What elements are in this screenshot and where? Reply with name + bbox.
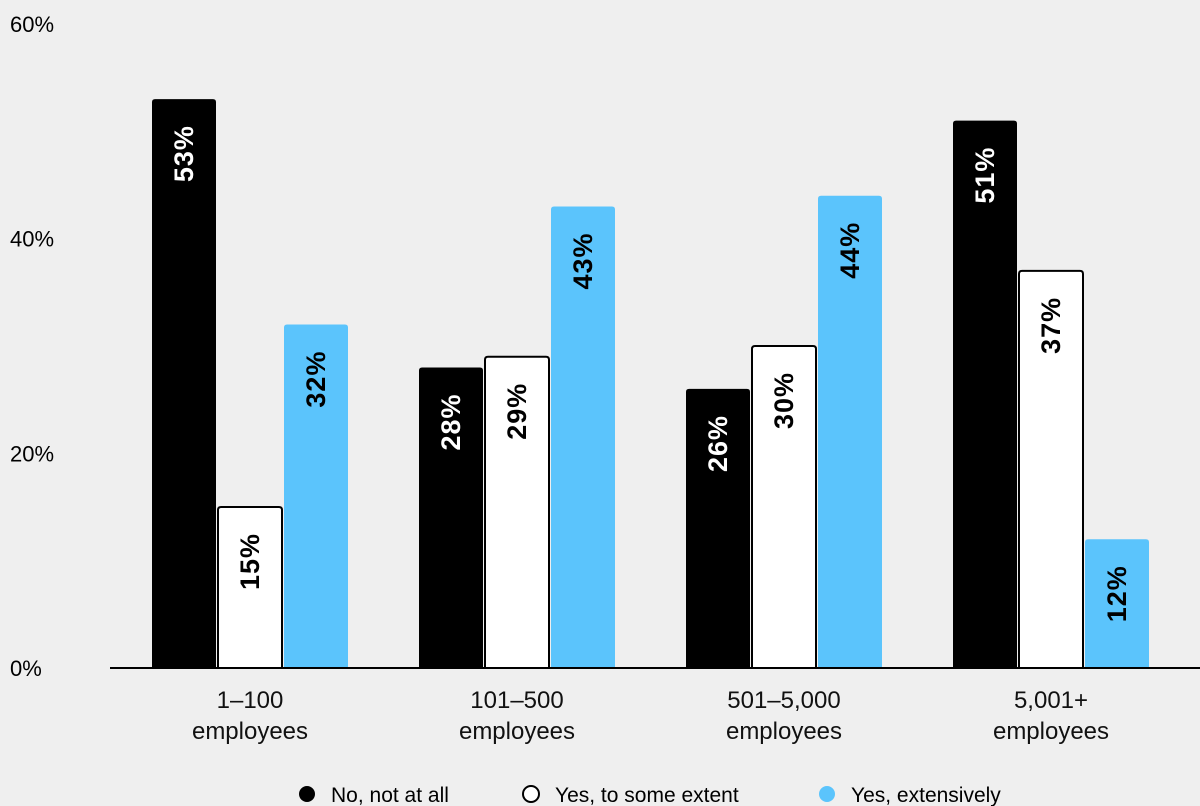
data-label: 53% (169, 125, 199, 182)
data-label: 51% (970, 147, 1000, 204)
x-tick-label: 101–500 (470, 687, 563, 714)
data-label: 15% (235, 533, 265, 590)
bar-yes-extensively-3 (818, 195, 882, 668)
x-axis: 1–100 employees 101–500 employees 501–5,000 e… (192, 687, 1109, 745)
x-tick-label: 1–100 (217, 687, 284, 714)
data-label: 37% (1036, 297, 1066, 354)
x-tick-label: employees (993, 718, 1109, 745)
x-tick-label: 501–5,000 (727, 687, 840, 714)
y-axis: 0% 20% 40% 60% (10, 12, 54, 681)
bar-no-not-at-all-2 (419, 367, 483, 668)
legend-marker (299, 786, 315, 802)
bar-yes-to-some-extent-4 (1018, 269, 1084, 668)
data-label: 30% (769, 372, 799, 429)
legend-label: No, not at all (331, 784, 449, 806)
data-label: 43% (568, 232, 598, 289)
data-label: 32% (301, 351, 331, 408)
bar-yes-extensively-2 (551, 206, 615, 668)
x-tick-label: employees (459, 718, 575, 745)
y-tick-label: 60% (10, 12, 54, 37)
y-tick-label: 0% (10, 656, 42, 681)
bar-yes-extensively-4 (1085, 539, 1149, 668)
data-label: 28% (436, 393, 466, 450)
bars: 53% 15% 32% 28% 29% 43% 26% 30% 44% 51% 37% 12% (152, 99, 1149, 669)
bar-yes-to-some-extent-2 (484, 355, 550, 668)
data-label: 29% (502, 383, 532, 440)
bar-no-not-at-all-4 (953, 120, 1017, 669)
bar-yes-extensively-1 (284, 324, 348, 668)
bar-yes-to-some-extent-1 (217, 506, 283, 668)
legend-marker (819, 786, 835, 802)
legend: No, not at all Yes, to some extent Yes, ex… (299, 784, 1001, 806)
y-tick-label: 40% (10, 227, 54, 252)
bar-no-not-at-all-1 (152, 99, 216, 669)
legend-label: Yes, to some extent (555, 784, 739, 806)
legend-marker (522, 785, 540, 803)
y-tick-label: 20% (10, 441, 54, 466)
bar-yes-to-some-extent-3 (751, 345, 817, 668)
x-tick-label: 5,001+ (1014, 687, 1088, 714)
x-tick-label: employees (192, 718, 308, 745)
x-tick-label: employees (726, 718, 842, 745)
data-label: 26% (703, 415, 733, 472)
bar-no-not-at-all-3 (686, 388, 750, 668)
legend-label: Yes, extensively (851, 784, 1001, 806)
data-label: 12% (1102, 565, 1132, 622)
data-label: 44% (835, 222, 865, 279)
